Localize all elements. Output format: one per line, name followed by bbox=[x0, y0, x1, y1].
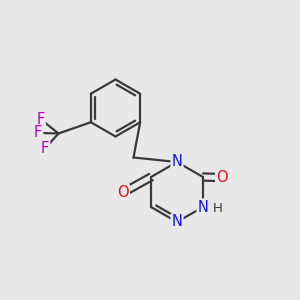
Text: F: F bbox=[36, 112, 45, 127]
Text: N: N bbox=[172, 214, 182, 230]
Text: O: O bbox=[117, 185, 129, 200]
Text: F: F bbox=[41, 141, 49, 156]
Text: F: F bbox=[34, 125, 42, 140]
Text: N: N bbox=[172, 154, 182, 169]
Text: H: H bbox=[213, 202, 223, 215]
Text: N: N bbox=[197, 200, 208, 214]
Text: O: O bbox=[216, 170, 228, 185]
